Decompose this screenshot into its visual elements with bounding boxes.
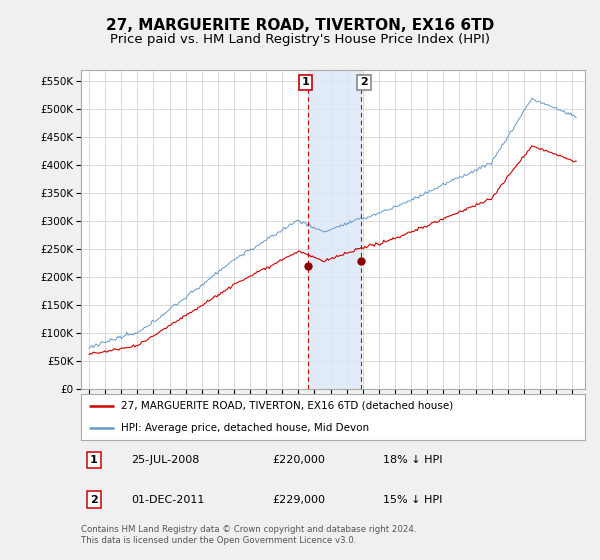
Text: 18% ↓ HPI: 18% ↓ HPI	[383, 455, 443, 465]
Bar	[308, 70, 361, 389]
Text: HPI: Average price, detached house, Mid Devon: HPI: Average price, detached house, Mid …	[121, 423, 370, 433]
Text: 01-DEC-2011: 01-DEC-2011	[131, 494, 205, 505]
Text: 2: 2	[360, 77, 368, 87]
Text: £220,000: £220,000	[272, 455, 325, 465]
Text: 2: 2	[90, 494, 97, 505]
Text: Contains HM Land Registry data © Crown copyright and database right 2024.
This d: Contains HM Land Registry data © Crown c…	[81, 525, 416, 545]
Text: Price paid vs. HM Land Registry's House Price Index (HPI): Price paid vs. HM Land Registry's House …	[110, 32, 490, 46]
Text: 25-JUL-2008: 25-JUL-2008	[131, 455, 200, 465]
Text: 27, MARGUERITE ROAD, TIVERTON, EX16 6TD: 27, MARGUERITE ROAD, TIVERTON, EX16 6TD	[106, 18, 494, 32]
Text: 15% ↓ HPI: 15% ↓ HPI	[383, 494, 443, 505]
Text: 27, MARGUERITE ROAD, TIVERTON, EX16 6TD (detached house): 27, MARGUERITE ROAD, TIVERTON, EX16 6TD …	[121, 400, 454, 410]
Text: £229,000: £229,000	[272, 494, 326, 505]
Text: 1: 1	[90, 455, 97, 465]
Text: 1: 1	[301, 77, 309, 87]
